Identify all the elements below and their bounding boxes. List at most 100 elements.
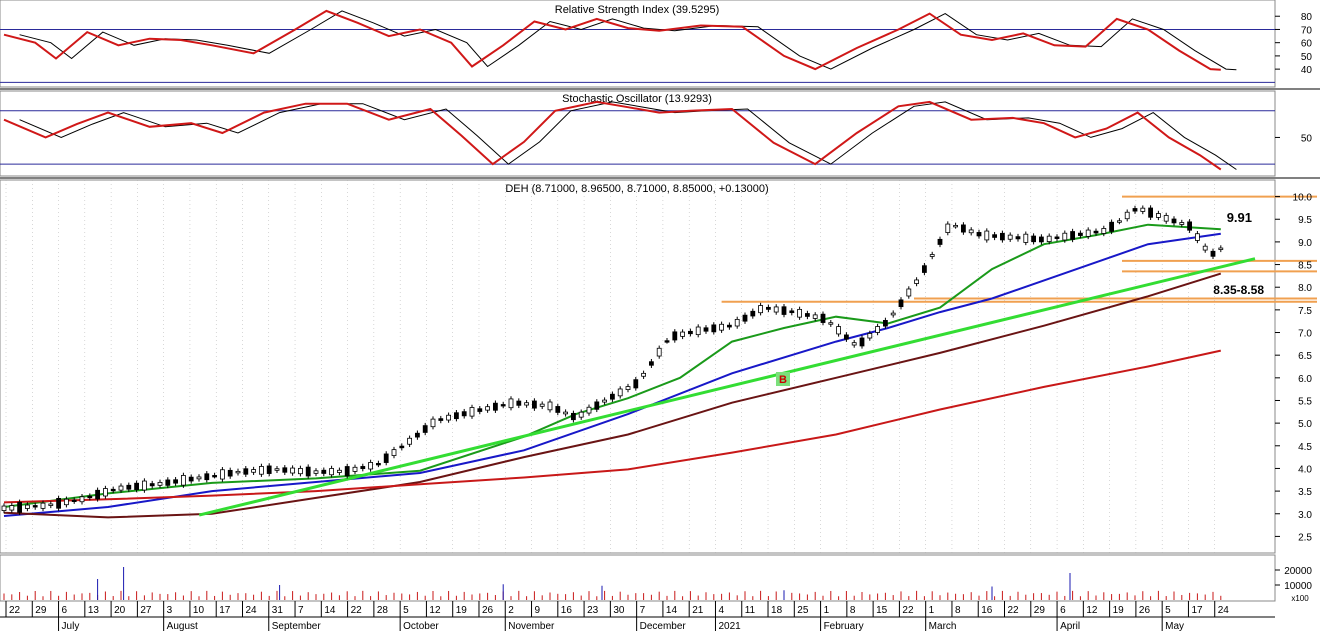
- x-axis: 22 29 6 13 20 27 3 10 17 24 31 7 14 22 28 5 12 19 26 2 9 16 23…: [0, 601, 1275, 631]
- candle-body: [469, 407, 475, 417]
- candle-body: [922, 265, 927, 273]
- candle-body: [352, 466, 358, 472]
- candle-body: [727, 324, 732, 328]
- candle-body: [992, 234, 997, 238]
- candle-body: [422, 425, 428, 433]
- candle-body: [649, 361, 654, 366]
- x-tick-label: 17: [1191, 605, 1203, 616]
- x-tick-label: 24: [1218, 605, 1230, 616]
- candle-body: [485, 406, 491, 411]
- volume-panel-frame: [0, 554, 1276, 602]
- candle-body: [742, 314, 748, 322]
- price-tick-label: 8.5: [1298, 261, 1312, 272]
- rsi-tick-label: 60: [1301, 39, 1313, 50]
- candle-body: [1163, 215, 1169, 222]
- candle-body: [329, 468, 335, 476]
- candle-body: [828, 322, 834, 325]
- candle-body: [196, 476, 202, 480]
- candle-body: [219, 469, 225, 480]
- candle-body: [157, 481, 163, 486]
- candle-body: [383, 453, 389, 463]
- price-title: DEH (8.71000, 8.96500, 8.71000, 8.85000,…: [505, 183, 768, 195]
- candle-body: [539, 403, 545, 407]
- volume-tick-label: 10000: [1284, 581, 1312, 592]
- candle-body: [688, 330, 693, 335]
- x-tick-label: 1: [824, 605, 830, 616]
- candle-body: [734, 318, 740, 327]
- x-tick-label: 12: [429, 605, 441, 616]
- price-tick-label: 10.0: [1293, 193, 1313, 204]
- x-tick-label: 6: [62, 605, 68, 616]
- x-tick-label: 4: [718, 605, 724, 616]
- price-tick-label: 6.0: [1298, 374, 1312, 385]
- candle-body: [1046, 235, 1052, 242]
- candle-body: [1202, 245, 1208, 251]
- price-tick-label: 8.0: [1298, 283, 1312, 294]
- candle-body: [344, 466, 350, 477]
- buy-signal-box: [776, 372, 790, 386]
- x-tick-label: 13: [88, 605, 100, 616]
- candle-body: [500, 404, 506, 407]
- candle-body: [1054, 236, 1060, 239]
- candle-body: [1007, 234, 1013, 240]
- stochastic-series: [3, 100, 1237, 171]
- candle-body: [1210, 250, 1216, 257]
- month-label: November: [508, 621, 555, 631]
- month-label: October: [403, 621, 439, 631]
- candle-body: [984, 230, 990, 241]
- x-tick-label: 23: [587, 605, 599, 616]
- x-tick-label: 6: [1060, 605, 1066, 616]
- candle-body: [1218, 247, 1224, 250]
- candle-body: [141, 480, 147, 491]
- candle-body: [9, 505, 15, 511]
- candle-body: [414, 432, 420, 438]
- month-label: 2021: [718, 621, 741, 631]
- rsi-tick-label: 70: [1301, 25, 1313, 36]
- x-tick-label: 2: [508, 605, 514, 616]
- candle-body: [1179, 222, 1185, 225]
- candle-body: [492, 402, 498, 411]
- candle-body: [1093, 230, 1099, 234]
- candle-body: [914, 279, 919, 284]
- ma-longest-line: [3, 349, 1222, 504]
- candle-body: [1195, 233, 1200, 241]
- candle-body: [571, 412, 576, 421]
- candle-body: [547, 401, 553, 411]
- candle-body: [110, 488, 116, 492]
- candle-body: [532, 400, 537, 409]
- candle-body: [24, 504, 30, 509]
- candle-body: [1078, 232, 1083, 236]
- x-tick-label: 5: [403, 605, 409, 616]
- candle-body: [87, 495, 93, 499]
- candle-body: [656, 347, 662, 357]
- candle-body: [1015, 236, 1021, 240]
- candle-body: [602, 399, 607, 403]
- x-tick-label: 19: [1113, 605, 1125, 616]
- price-tick-label: 5.5: [1298, 396, 1312, 407]
- candle-body: [976, 232, 982, 237]
- candle-body: [56, 497, 61, 509]
- candle-body: [719, 323, 724, 331]
- candle-body: [766, 306, 771, 310]
- candle-body: [118, 485, 124, 491]
- candle-body: [212, 475, 218, 478]
- price-series: [1, 205, 1256, 519]
- candle-body: [898, 299, 904, 308]
- candle-body: [610, 393, 615, 400]
- x-tick-label: 22: [902, 605, 914, 616]
- candle-body: [149, 483, 155, 487]
- x-tick-label: 22: [1008, 605, 1020, 616]
- price-tick-label: 9.0: [1298, 238, 1312, 249]
- x-tick-label: 30: [613, 605, 625, 616]
- candle-body: [516, 400, 522, 406]
- candle-body: [282, 467, 288, 473]
- candle-body: [204, 473, 210, 481]
- candle-body: [1085, 229, 1091, 237]
- x-tick-label: 31: [272, 605, 284, 616]
- candle-body: [1062, 232, 1068, 241]
- candle-body: [40, 502, 46, 509]
- annotation-high: 9.91: [1227, 210, 1252, 225]
- candle-body: [438, 418, 444, 421]
- candle-body: [797, 308, 802, 318]
